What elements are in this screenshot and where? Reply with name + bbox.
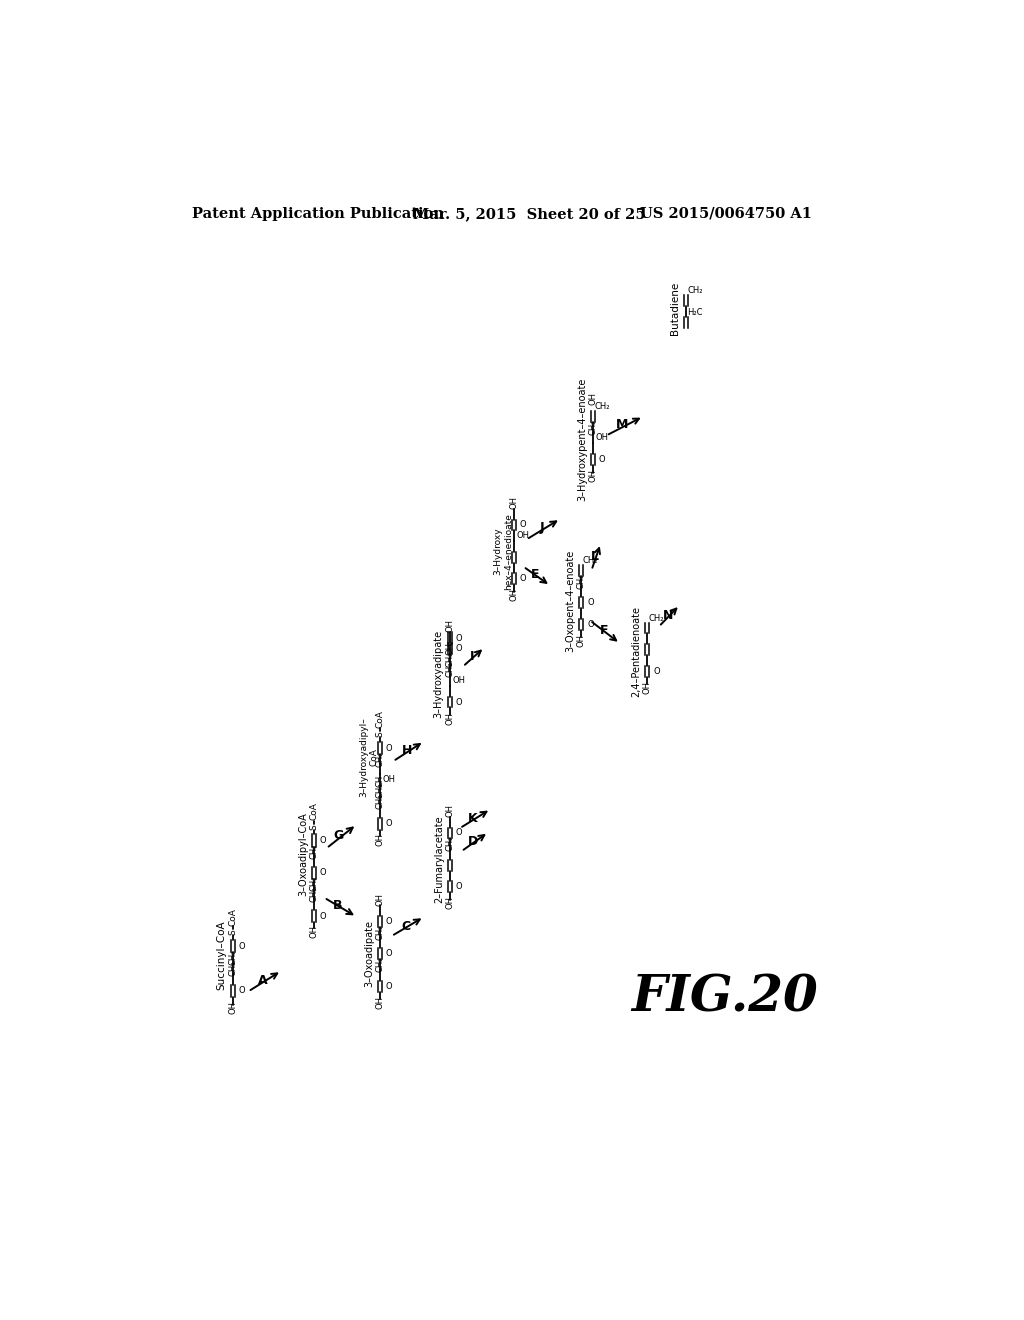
Text: CoA: CoA [309, 803, 318, 820]
Text: OH: OH [376, 995, 384, 1008]
Text: OH: OH [376, 892, 384, 906]
Text: Succinyl–CoA: Succinyl–CoA [217, 920, 226, 990]
Text: CH₂: CH₂ [445, 836, 454, 851]
Text: CH₂: CH₂ [309, 843, 318, 859]
Text: O: O [386, 743, 392, 752]
Text: O: O [599, 455, 605, 463]
Text: 3–Hydroxy
hex–4–enedioate: 3–Hydroxy hex–4–enedioate [494, 512, 513, 590]
Text: CoA: CoA [376, 710, 384, 727]
Text: CH₂: CH₂ [376, 957, 384, 973]
Text: E: E [530, 568, 539, 581]
Text: CH₂: CH₂ [445, 661, 454, 677]
Text: G: G [334, 829, 344, 842]
Text: CH₂: CH₂ [589, 420, 597, 434]
Text: OH: OH [589, 392, 597, 405]
Text: US 2015/0064750 A1: US 2015/0064750 A1 [640, 207, 811, 220]
Text: O: O [456, 634, 462, 643]
Text: O: O [386, 917, 392, 925]
Text: OH: OH [510, 589, 518, 602]
Text: O: O [239, 986, 245, 995]
Text: OH: OH [517, 531, 529, 540]
Text: CH₂: CH₂ [376, 751, 384, 767]
Text: CH₂: CH₂ [228, 961, 238, 977]
Text: O: O [319, 912, 327, 920]
Text: C: C [400, 920, 410, 933]
Text: 3–Hydroxypent–4–enoate: 3–Hydroxypent–4–enoate [578, 378, 587, 502]
Text: O: O [319, 836, 327, 845]
Text: OH: OH [228, 1001, 238, 1014]
Text: CH₂: CH₂ [376, 783, 384, 799]
Text: Butadiene: Butadiene [670, 282, 680, 335]
Text: CH: CH [376, 775, 384, 787]
Text: CH₂: CH₂ [649, 614, 665, 623]
Text: Patent Application Publication: Patent Application Publication [191, 207, 443, 220]
Text: O: O [386, 982, 392, 990]
Text: F: F [600, 624, 608, 638]
Text: H₂C: H₂C [687, 308, 703, 317]
Text: O: O [456, 829, 462, 837]
Text: OH: OH [577, 634, 586, 647]
Text: A: A [258, 974, 267, 987]
Text: 2,4–Pentadienoate: 2,4–Pentadienoate [632, 606, 641, 697]
Text: CH₂: CH₂ [445, 651, 454, 667]
Text: OH: OH [596, 433, 609, 442]
Text: H: H [401, 744, 413, 758]
Text: S: S [228, 929, 238, 935]
Text: K: K [468, 812, 477, 825]
Text: OH: OH [445, 711, 454, 725]
Text: O: O [386, 949, 392, 958]
Text: B: B [333, 899, 343, 912]
Text: J: J [540, 521, 544, 535]
Text: N: N [663, 609, 674, 622]
Text: CoA: CoA [228, 908, 238, 925]
Text: O: O [456, 882, 462, 891]
Text: O: O [588, 620, 594, 628]
Text: D: D [468, 834, 478, 847]
Text: 3–Oxopent–4–enoate: 3–Oxopent–4–enoate [565, 550, 575, 652]
Text: CH₂: CH₂ [595, 401, 610, 411]
Text: O: O [653, 667, 659, 676]
Text: CH₂: CH₂ [376, 924, 384, 940]
Text: CH₂: CH₂ [577, 573, 586, 589]
Text: Mar. 5, 2015  Sheet 20 of 25: Mar. 5, 2015 Sheet 20 of 25 [414, 207, 646, 220]
Text: OH: OH [376, 833, 384, 846]
Text: O: O [239, 941, 245, 950]
Text: 2–Fumarylacetate: 2–Fumarylacetate [434, 816, 443, 903]
Text: OH: OH [383, 775, 395, 784]
Text: OH: OH [643, 681, 651, 694]
Text: O: O [319, 869, 327, 878]
Text: 3–Oxoadipate: 3–Oxoadipate [364, 920, 374, 986]
Text: OH: OH [445, 619, 454, 632]
Text: CH₂: CH₂ [583, 556, 598, 565]
Text: CH₂: CH₂ [228, 950, 238, 965]
Text: 3–Oxoadipyl–CoA: 3–Oxoadipyl–CoA [298, 812, 308, 895]
Text: CH₂: CH₂ [687, 286, 703, 296]
Text: OH: OH [309, 925, 318, 939]
Text: CH₂: CH₂ [309, 876, 318, 891]
Text: O: O [386, 820, 392, 828]
Text: O: O [520, 574, 526, 583]
Text: 3–Hydroxyadipate: 3–Hydroxyadipate [434, 630, 443, 718]
Text: OH: OH [445, 896, 454, 909]
Text: I: I [470, 649, 474, 663]
Text: CH₂: CH₂ [309, 886, 318, 902]
Text: L: L [591, 550, 599, 564]
Text: 3–Hydroxyadipyl–
CoA: 3–Hydroxyadipyl– CoA [359, 718, 379, 797]
Text: O: O [588, 598, 594, 607]
Text: M: M [616, 418, 629, 432]
Text: OH: OH [445, 643, 454, 656]
Text: FIG.20: FIG.20 [632, 973, 818, 1022]
Text: OH: OH [510, 496, 518, 510]
Text: O: O [456, 644, 462, 652]
Text: OH: OH [589, 469, 597, 482]
Text: S: S [376, 731, 384, 738]
Text: O: O [520, 520, 526, 529]
Text: O: O [456, 697, 462, 706]
Text: OH: OH [453, 676, 466, 685]
Text: OH: OH [445, 804, 454, 817]
Text: CH₂: CH₂ [376, 793, 384, 809]
Text: S: S [309, 824, 318, 830]
